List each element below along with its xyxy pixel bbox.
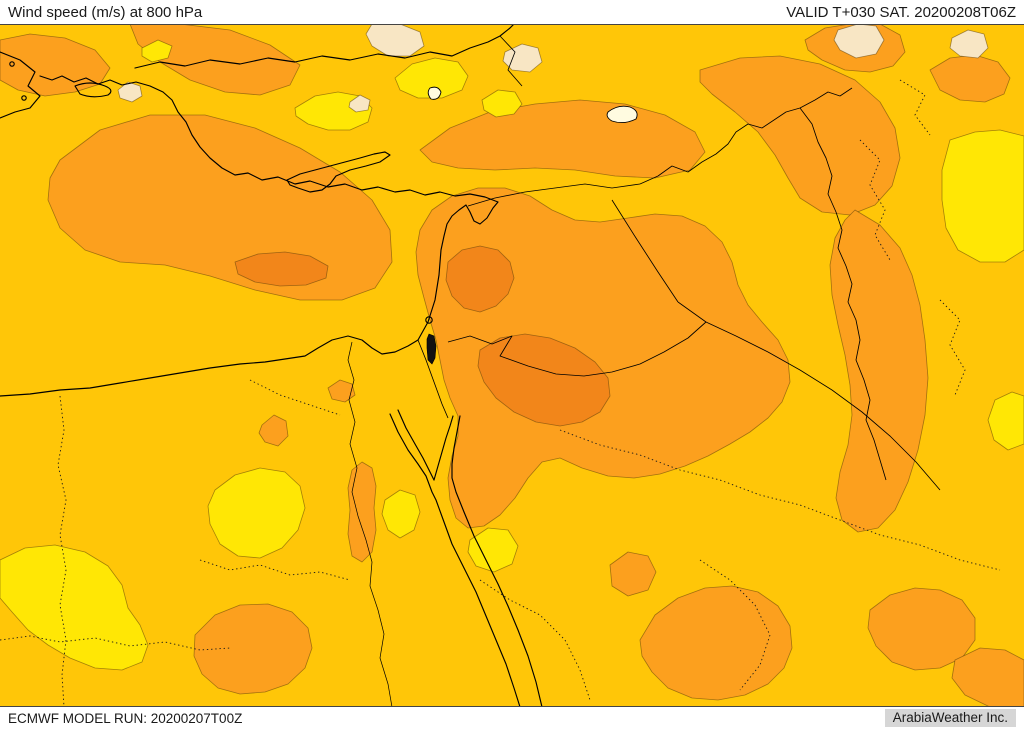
wind-speed-contour-map: [0, 25, 1024, 706]
sea-of-galilee: [425, 316, 433, 324]
lake-tuz: [427, 86, 442, 100]
contour-fills: [0, 25, 1024, 706]
aegean-corner-coast: [0, 51, 41, 119]
map-canvas: [0, 24, 1024, 707]
dotted-boundaries: [0, 79, 1001, 706]
red-sea-west-coast: [389, 413, 521, 706]
sinai-east-shore: [433, 415, 454, 481]
lake-van: [606, 105, 638, 124]
country-borders: [417, 35, 941, 491]
sinai-west-shore: [397, 409, 435, 481]
aegean-island: [21, 95, 27, 101]
map-title: Wind speed (m/s) at 800 hPa: [8, 3, 203, 21]
lakes: [425, 86, 638, 365]
red-sea-east-coast: [451, 415, 543, 706]
title-bar: Wind speed (m/s) at 800 hPa VALID T+030 …: [0, 0, 1024, 24]
aegean-island: [9, 61, 15, 67]
model-run-label: ECMWF MODEL RUN: 20200207T00Z: [8, 710, 243, 726]
cyprus-island: [286, 151, 391, 193]
credit-label: ArabiaWeather Inc.: [884, 709, 1016, 727]
mediterranean-levant-coast: [0, 75, 499, 397]
coastlines: [0, 25, 543, 706]
dead-sea: [426, 333, 437, 365]
valid-time-label: VALID T+030 SAT. 20200208T06Z: [786, 3, 1016, 21]
nile-river: [347, 341, 393, 706]
marmara-sea: [74, 82, 112, 98]
black-sea-coast: [134, 25, 514, 69]
status-bar: ECMWF MODEL RUN: 20200207T00Z ArabiaWeat…: [0, 707, 1024, 729]
